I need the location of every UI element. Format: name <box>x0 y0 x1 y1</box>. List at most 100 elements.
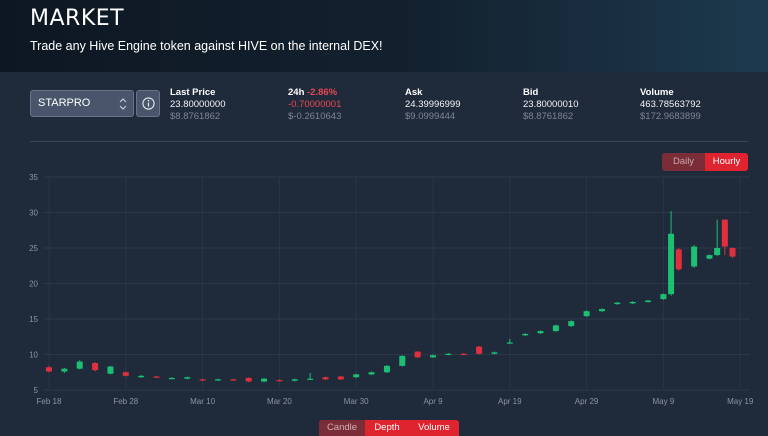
tab-volume[interactable]: Volume <box>409 420 459 436</box>
x-tick-label: Feb 18 <box>37 397 62 406</box>
candle <box>107 366 114 374</box>
candle <box>614 302 621 305</box>
stat-ask: Ask 24.39996999 $9.0999444 <box>405 87 460 123</box>
page-title: MARKET <box>30 6 125 31</box>
x-tick-label: May 19 <box>727 397 754 406</box>
candle <box>668 233 675 295</box>
x-tick-label: Apr 9 <box>423 397 443 406</box>
candle <box>430 355 436 358</box>
candle <box>76 361 83 369</box>
candle <box>46 367 52 372</box>
candle <box>199 379 206 381</box>
stat-usd: $8.8761862 <box>523 111 574 122</box>
y-tick-label: 35 <box>29 173 38 182</box>
candle <box>214 379 221 381</box>
candle <box>506 342 513 344</box>
tab-depth[interactable]: Depth <box>365 420 409 436</box>
candle <box>721 219 728 247</box>
stat-bid: Bid 23.80000010 $8.8761862 <box>523 87 578 123</box>
candle <box>660 294 667 300</box>
candle <box>261 378 268 382</box>
y-tick-label: 10 <box>29 351 38 360</box>
candle <box>291 379 298 381</box>
candle <box>691 246 698 267</box>
candle <box>122 372 129 376</box>
candle <box>476 346 483 354</box>
stat-usd: $-0.2610643 <box>288 111 342 122</box>
candle <box>522 333 529 336</box>
candle <box>491 352 498 354</box>
y-tick-label: 25 <box>29 244 38 253</box>
y-tick-label: 5 <box>34 386 39 395</box>
divider <box>30 141 748 142</box>
candle <box>383 365 390 373</box>
token-info-button[interactable] <box>136 90 160 117</box>
candle <box>307 378 314 380</box>
candle <box>675 249 682 270</box>
candle <box>368 372 375 375</box>
candle <box>337 376 344 380</box>
price-chart[interactable]: 5 10 15 20 25 30 35 Feb 18 Feb 28 Mar 10 Mar 20 Mar… <box>0 170 768 416</box>
stat-24h-change: 24h -2.86% -0.70000001 $-0.2610643 <box>288 87 341 123</box>
select-arrows-icon <box>119 98 127 110</box>
token-select[interactable]: STARPRO <box>30 90 134 117</box>
stat-last-price: Last Price 23.80000000 $8.8761862 <box>170 87 225 123</box>
candle <box>583 311 590 317</box>
candle <box>460 353 467 355</box>
x-tick-label: Mar 20 <box>267 397 292 406</box>
candle <box>729 248 736 257</box>
stat-usd: $9.0999444 <box>405 111 456 122</box>
y-tick-label: 20 <box>29 280 38 289</box>
stat-value: -0.70000001 <box>288 99 342 110</box>
y-tick-label: 30 <box>29 209 38 218</box>
y-tick-label: 15 <box>29 315 38 324</box>
x-tick-label: Mar 30 <box>344 397 369 406</box>
stat-value: 23.80000000 <box>170 99 226 110</box>
page-header: MARKET Trade any Hive Engine token again… <box>0 0 768 72</box>
page-subtitle: Trade any Hive Engine token against HIVE… <box>30 39 383 53</box>
stat-label: Ask <box>405 87 423 98</box>
candle <box>168 377 175 380</box>
candle <box>92 363 99 371</box>
x-tick-label: Apr 19 <box>498 397 522 406</box>
candle <box>537 331 544 334</box>
stat-usd: $172.9683899 <box>640 111 701 122</box>
stat-label: Volume <box>640 87 674 98</box>
candle <box>714 248 721 256</box>
stat-percent: -2.86% <box>307 87 338 98</box>
x-tick-label: May 9 <box>653 397 675 406</box>
candle <box>245 377 252 382</box>
candle <box>568 321 575 327</box>
stat-volume: Volume 463.78563792 $172.9683899 <box>640 87 701 123</box>
candle <box>138 375 145 378</box>
daily-button[interactable]: Daily <box>662 153 705 171</box>
stat-value: 23.80000010 <box>523 99 579 110</box>
candle <box>276 380 283 382</box>
stat-label: Bid <box>523 87 539 98</box>
interval-toggle: Daily Hourly <box>662 153 748 171</box>
candle <box>414 351 421 358</box>
x-tick-label: Apr 29 <box>575 397 599 406</box>
candle <box>353 374 360 378</box>
candle <box>445 353 452 355</box>
stat-label: 24h <box>288 87 305 98</box>
candle <box>706 255 713 259</box>
candle <box>153 376 160 378</box>
candle <box>629 301 636 304</box>
stat-value: 24.39996999 <box>405 99 461 110</box>
candle <box>322 377 329 380</box>
candle <box>230 379 237 381</box>
candle <box>184 377 191 379</box>
candle <box>598 309 605 312</box>
chart-view-tabs: Candle Depth Volume <box>319 420 459 436</box>
tab-candle[interactable]: Candle <box>319 420 365 436</box>
stat-value: 463.78563792 <box>640 99 701 110</box>
stat-label: Last Price <box>170 87 216 98</box>
token-select-value: STARPRO <box>38 97 91 109</box>
hourly-button[interactable]: Hourly <box>705 153 748 171</box>
candle <box>552 325 559 332</box>
x-tick-label: Mar 10 <box>190 397 215 406</box>
candle <box>645 300 652 302</box>
stat-usd: $8.8761862 <box>170 111 221 122</box>
candle <box>399 355 406 366</box>
